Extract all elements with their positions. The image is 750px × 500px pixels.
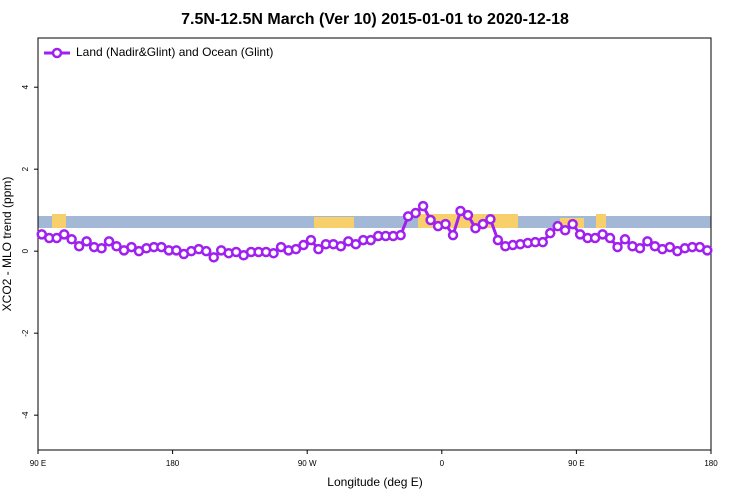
- point: [410, 207, 421, 219]
- point: [642, 236, 653, 247]
- point: [485, 213, 496, 225]
- point: [664, 241, 676, 253]
- x-tick-label: 90 E: [568, 459, 584, 468]
- land-patch: [52, 214, 66, 228]
- point: [290, 243, 302, 255]
- point: [81, 236, 92, 247]
- point: [208, 252, 219, 263]
- background-band: [38, 214, 711, 228]
- land-patch: [596, 214, 606, 228]
- point: [492, 234, 504, 246]
- point: [73, 241, 85, 252]
- point: [477, 218, 489, 230]
- legend-marker: [51, 47, 63, 59]
- point: [544, 227, 556, 239]
- ocean-band: [38, 216, 711, 228]
- x-axis-label: Longitude (deg E): [327, 475, 422, 489]
- x-tick-label: 90 W: [298, 459, 317, 468]
- point: [350, 238, 362, 250]
- point: [96, 243, 107, 254]
- point: [268, 247, 279, 259]
- point: [66, 234, 77, 245]
- x-tick-label: 180: [166, 459, 180, 468]
- land-patch: [314, 217, 354, 228]
- y-axis-label: XCO2 - MLO trend (ppm): [0, 177, 14, 312]
- x-tick-label: 90 E: [30, 459, 46, 468]
- point: [298, 239, 309, 251]
- point: [111, 241, 122, 252]
- plot-frame: [37, 37, 712, 451]
- point: [537, 236, 548, 248]
- point: [425, 214, 436, 226]
- point: [305, 234, 317, 246]
- point: [126, 241, 137, 253]
- point: [335, 241, 347, 252]
- point: [447, 229, 459, 241]
- point: [365, 234, 377, 246]
- x-tick-label: 180: [704, 459, 718, 468]
- chart-title: 7.5N-12.5N March (Ver 10) 2015-01-01 to …: [181, 11, 569, 28]
- point: [634, 243, 646, 254]
- point: [612, 241, 623, 253]
- point: [462, 209, 474, 221]
- point: [559, 225, 571, 236]
- legend-label: Land (Nadir&Glint) and Ocean (Glint): [76, 45, 273, 59]
- point: [567, 218, 578, 230]
- y-tick-label: 4: [21, 84, 30, 89]
- point: [702, 245, 713, 256]
- point: [552, 220, 563, 232]
- y-tick-label: -2: [21, 329, 30, 337]
- point: [619, 234, 631, 245]
- point: [395, 229, 406, 241]
- point: [440, 218, 451, 230]
- point: [455, 205, 466, 217]
- point: [470, 222, 481, 234]
- y-tick-label: 0: [21, 248, 30, 253]
- y-tick-label: 2: [21, 166, 30, 171]
- point: [58, 229, 70, 240]
- point: [103, 236, 115, 247]
- y-tick-label: -4: [21, 411, 30, 419]
- x-tick-label: 0: [440, 459, 445, 468]
- point: [313, 243, 324, 255]
- point: [417, 200, 429, 212]
- point: [604, 232, 616, 244]
- point: [201, 245, 212, 257]
